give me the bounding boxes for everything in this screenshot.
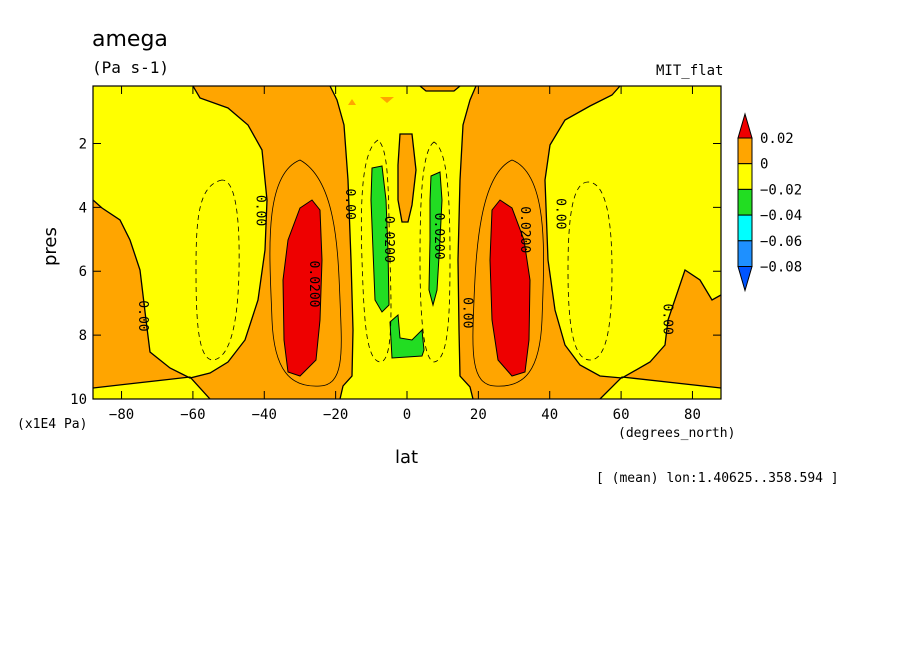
colorbar-label: −0.06 xyxy=(760,234,802,250)
y-tick-label: 10 xyxy=(70,392,87,408)
colorbar-swatch xyxy=(737,266,753,293)
colorbar-swatch xyxy=(737,137,753,165)
y-tick-label: 4 xyxy=(79,200,87,216)
contour-neg-center-e xyxy=(419,141,451,363)
field-orange-tongue xyxy=(398,134,416,222)
x-tick-label: 80 xyxy=(684,407,701,423)
field-green-bottom xyxy=(389,313,425,359)
contour-zero-bottom-e xyxy=(599,376,721,399)
contour-label: 0.0200 xyxy=(517,206,532,253)
colorbar-swatch xyxy=(737,163,753,190)
contour-label: 0.00 xyxy=(135,300,150,331)
colorbar-label: −0.08 xyxy=(760,260,802,276)
contour-pos-west xyxy=(269,159,342,387)
x-axis: −80 −60 −40 −20 0 20 40 60 80 xyxy=(109,86,701,423)
contour-label: 0.00 xyxy=(552,198,567,229)
colorbar-swatch xyxy=(737,112,753,139)
y-tick-label: 8 xyxy=(79,328,87,344)
contour-label: 0.0200 xyxy=(306,261,321,308)
colorbar-label: 0 xyxy=(760,157,768,173)
chart-title: amega xyxy=(92,27,168,52)
field-yellow-bottom-band xyxy=(93,377,210,399)
x-tick-label: 40 xyxy=(541,407,558,423)
contour-label: 0.00 xyxy=(460,297,475,328)
y-axis-title: pres xyxy=(40,227,61,266)
contour-label: 0.00 xyxy=(253,195,268,226)
colorbar-swatch xyxy=(737,240,753,268)
contour-neg-east xyxy=(567,181,613,361)
field-orange-top-c xyxy=(380,97,394,103)
x-tick-label: −80 xyxy=(109,407,134,423)
field-red-west xyxy=(282,199,323,377)
x-tick-label: −40 xyxy=(252,407,277,423)
plot-area: 0.00 0.00 0.0200 0.00 0.0200 0.0200 0.00 0.0200… xyxy=(93,86,721,399)
contour-zero-east xyxy=(544,86,721,379)
field-green-east xyxy=(428,171,443,307)
x-tick-label: 0 xyxy=(403,407,411,423)
field-orange-top-e xyxy=(420,86,460,91)
y-axis: 2 4 6 8 10 xyxy=(70,136,721,408)
contour-labels: 0.00 0.00 0.0200 0.00 0.0200 0.0200 0.00 0.0200… xyxy=(135,189,675,335)
x-axis-units: (degrees_north) xyxy=(618,426,735,441)
contour-label: 0.0200 xyxy=(381,216,396,263)
y-tick-label: 2 xyxy=(79,136,87,152)
colorbar-label: 0.02 xyxy=(760,131,794,147)
x-tick-label: 60 xyxy=(613,407,630,423)
contour-pos-east xyxy=(472,159,544,387)
field-yellow-west xyxy=(93,86,267,378)
contour-zero-center-e xyxy=(457,86,477,399)
contour-zero-bottom-w xyxy=(93,376,211,399)
colorbar-label: −0.04 xyxy=(760,208,802,224)
contour-neg-center-w xyxy=(360,139,392,363)
field-orange-top-w xyxy=(348,99,356,105)
contour-label: 0.0200 xyxy=(431,213,446,260)
x-tick-label: −60 xyxy=(180,407,205,423)
contour-zero-center-w xyxy=(329,86,354,399)
field-red-east xyxy=(489,199,531,377)
field-yellow-bottom-band-e xyxy=(600,377,721,399)
field-yellow-east xyxy=(545,86,721,378)
chart-units: (Pa s-1) xyxy=(92,58,169,77)
x-axis-title: lat xyxy=(395,447,418,468)
colorbar-swatch xyxy=(737,214,753,242)
colorbar-label: −0.02 xyxy=(760,182,802,198)
y-tick-label: 6 xyxy=(79,264,87,280)
contour-neg-west xyxy=(195,179,240,361)
contour-zero-tongue xyxy=(397,133,417,223)
contour-label: 0.00 xyxy=(659,303,674,334)
colorbar-swatch xyxy=(737,188,753,216)
contour-zero-top xyxy=(419,86,461,92)
y-axis-units: (x1E4 Pa) xyxy=(17,417,87,432)
contour-label: 0.00 xyxy=(342,189,357,220)
model-label: MIT_flat xyxy=(656,63,723,79)
field-yellow-center xyxy=(330,86,476,399)
footnote: [ (mean) lon:1.40625..358.594 ] xyxy=(596,471,839,486)
colorbar: 0.02 0 −0.02 −0.04 −0.06 −0.08 xyxy=(737,112,802,293)
contour-zero-west xyxy=(93,86,268,379)
x-tick-label: 20 xyxy=(470,407,487,423)
x-tick-label: −20 xyxy=(323,407,348,423)
field-green-west xyxy=(370,165,390,313)
